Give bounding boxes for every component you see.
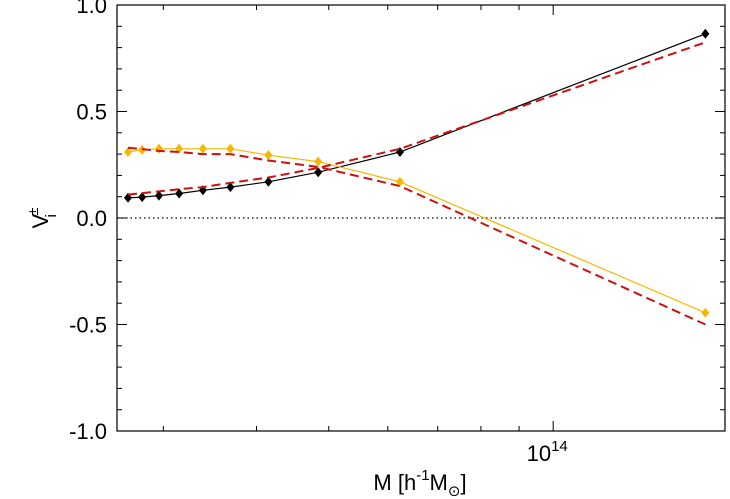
series-line-3	[127, 146, 706, 326]
series-1-point	[701, 307, 710, 318]
series-line-2	[127, 41, 706, 196]
plot-marks	[117, 28, 725, 326]
y-axis-title-superscript: ±	[25, 208, 42, 216]
y-tick-label: -0.5	[69, 313, 107, 338]
series-0-point	[175, 188, 184, 199]
series-0-point	[264, 176, 273, 187]
series-1-point	[395, 176, 404, 187]
x-tick-label: 1014	[527, 438, 568, 466]
axis-ticks	[117, 5, 725, 431]
series-0-point	[226, 182, 235, 193]
series-0-point	[138, 192, 147, 203]
y-axis-title: V±i	[25, 208, 60, 229]
y-tick-label: 1.0	[76, 0, 107, 18]
y-axis-title-main: V	[28, 213, 53, 228]
series-1-point	[314, 156, 323, 167]
y-axis-title-subscript: i	[43, 214, 60, 217]
series-1-point	[226, 143, 235, 154]
tick-labels: 1.0 0.5 0.0 -0.5 -1.0 1014	[69, 0, 568, 466]
series-1-point	[154, 143, 163, 154]
y-tick-label: 0.5	[76, 100, 107, 125]
svg-text:V±i: V±i	[25, 208, 60, 229]
x-axis-title: M [h-1M⊙]	[373, 467, 466, 499]
series-0-point	[154, 190, 163, 201]
series-line-1	[127, 148, 706, 314]
y-tick-label: -1.0	[69, 419, 107, 444]
series-1-point	[264, 150, 273, 161]
series-1-point	[198, 143, 207, 154]
y-tick-label: 0.0	[76, 206, 107, 231]
series-1-point	[124, 146, 133, 157]
series-0-point	[314, 167, 323, 178]
series-0-point	[701, 28, 710, 39]
series-line-0	[127, 33, 706, 199]
